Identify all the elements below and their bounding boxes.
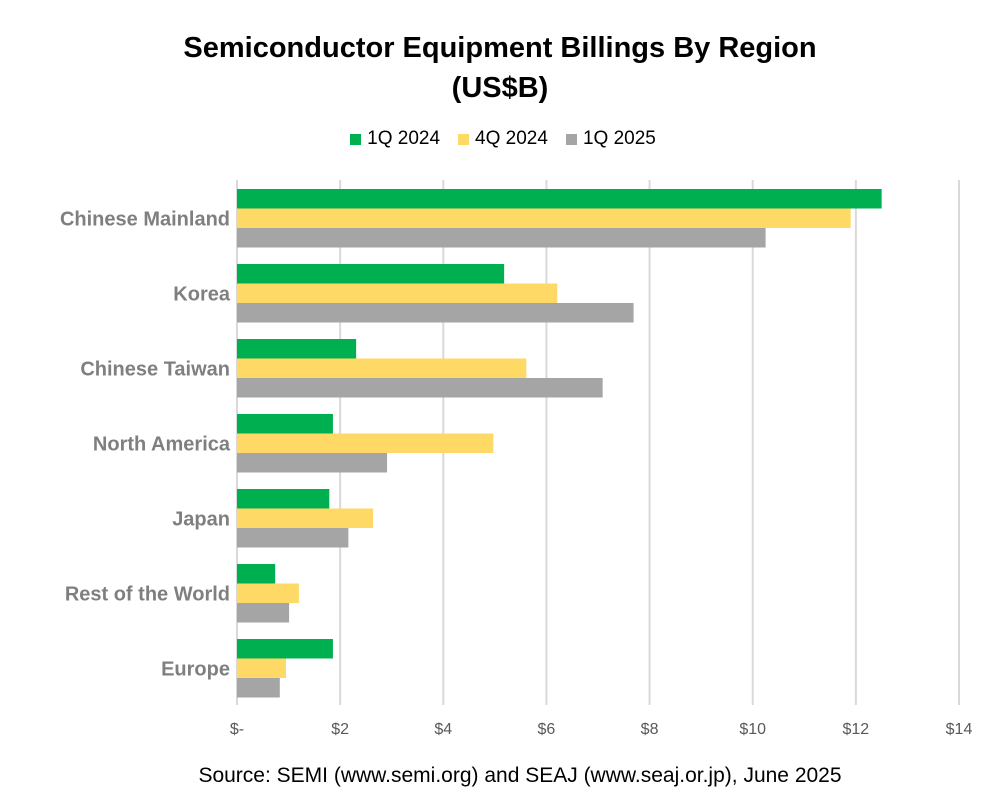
bar xyxy=(237,658,286,678)
x-tick-label: $2 xyxy=(331,721,349,738)
bar xyxy=(237,433,494,453)
category-label: Chinese Mainland xyxy=(60,208,230,230)
bar xyxy=(237,639,333,659)
x-tick-label: $10 xyxy=(739,721,766,738)
bar xyxy=(237,189,882,209)
bar xyxy=(237,264,505,284)
source-note: Source: SEMI (www.semi.org) and SEAJ (ww… xyxy=(198,764,842,787)
legend-swatch xyxy=(565,133,577,145)
legend-swatch xyxy=(458,133,470,145)
category-label: Europe xyxy=(161,658,230,680)
legend-item: 1Q 2025 xyxy=(565,128,656,150)
x-tick-label: $14 xyxy=(946,721,973,738)
category-label: Korea xyxy=(173,283,231,305)
legend-label: 1Q 2025 xyxy=(582,128,656,149)
legend: 1Q 2024 4Q 2024 1Q 2025 xyxy=(0,128,1006,150)
x-tick-label: $- xyxy=(230,721,244,738)
bar xyxy=(237,339,357,359)
legend-item: 4Q 2024 xyxy=(458,128,548,150)
bar xyxy=(237,358,527,378)
chart-title: Semiconductor Equipment Billings By Regi… xyxy=(183,32,817,64)
bar xyxy=(237,208,851,228)
bar xyxy=(237,378,603,398)
x-tick-label: $8 xyxy=(641,721,659,738)
legend-label: 1Q 2024 xyxy=(367,128,441,149)
x-tick-label: $12 xyxy=(843,721,870,738)
x-tick-label: $6 xyxy=(538,721,556,738)
legend-item: 1Q 2024 xyxy=(350,128,440,150)
bar xyxy=(237,453,388,473)
bar xyxy=(237,303,634,323)
bar xyxy=(237,603,290,623)
legend-label: 4Q 2024 xyxy=(475,128,548,149)
bar xyxy=(237,283,558,303)
bar xyxy=(237,228,766,248)
bar xyxy=(237,489,330,509)
bar xyxy=(237,564,276,584)
bar xyxy=(237,678,280,698)
bar xyxy=(237,414,333,434)
legend-swatch xyxy=(350,133,362,145)
category-label: Japan xyxy=(172,508,230,530)
chart-subtitle: (US$B) xyxy=(451,72,549,104)
bar xyxy=(237,508,374,528)
bar xyxy=(237,528,349,548)
category-label: Rest of the World xyxy=(65,583,230,605)
category-label: North America xyxy=(93,433,231,455)
category-label: Chinese Taiwan xyxy=(80,358,230,380)
x-tick-label: $4 xyxy=(434,721,452,738)
bar xyxy=(237,583,299,603)
